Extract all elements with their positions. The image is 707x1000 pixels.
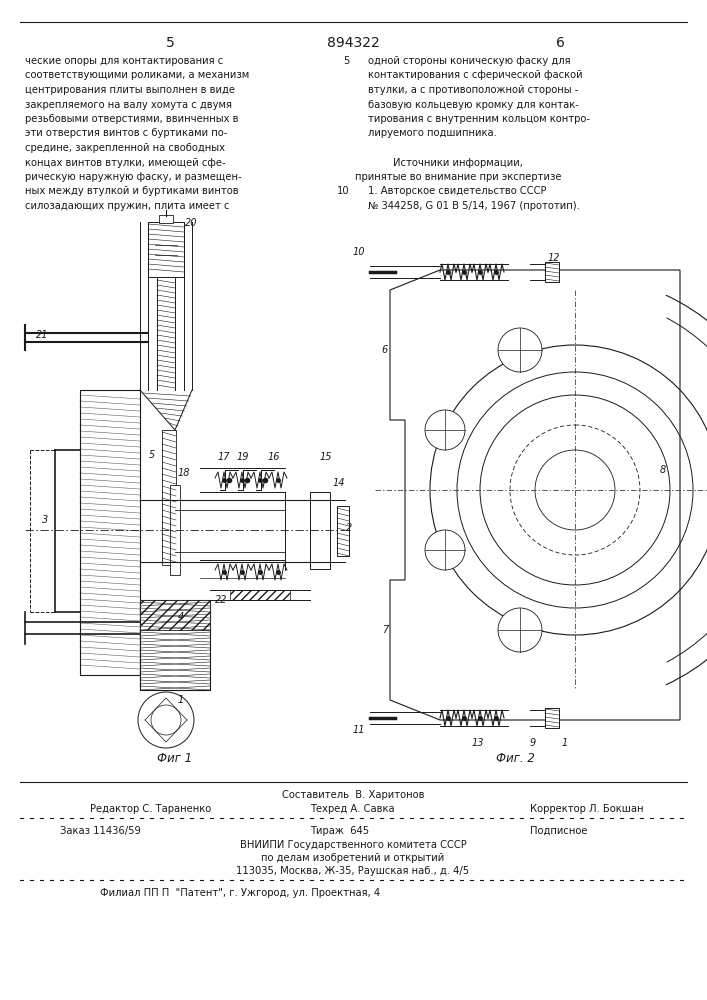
Text: 6: 6	[382, 345, 388, 355]
Text: рическую наружную фаску, и размещен-: рическую наружную фаску, и размещен-	[25, 172, 242, 182]
Text: ческие опоры для контактирования с: ческие опоры для контактирования с	[25, 56, 223, 66]
Text: ВНИИПИ Государственного комитета СССР: ВНИИПИ Государственного комитета СССР	[240, 840, 467, 850]
Text: резьбовыми отверстиями, ввинченных в: резьбовыми отверстиями, ввинченных в	[25, 114, 238, 124]
Text: 1: 1	[562, 738, 568, 748]
Text: Источники информации,: Источники информации,	[393, 157, 523, 167]
Text: 6: 6	[556, 36, 564, 50]
Circle shape	[498, 328, 542, 372]
Text: 15: 15	[320, 452, 332, 462]
Polygon shape	[140, 600, 210, 630]
Text: Тираж  645: Тираж 645	[310, 826, 369, 836]
Circle shape	[425, 530, 465, 570]
Text: 13: 13	[472, 738, 484, 748]
Text: 12: 12	[548, 253, 561, 263]
Bar	[80, 390, 140, 675]
Text: 10: 10	[337, 186, 350, 196]
Bar	[140, 600, 210, 690]
Text: 5: 5	[148, 450, 155, 460]
Text: 20: 20	[185, 218, 197, 228]
Text: 1: 1	[178, 695, 185, 705]
Text: 11: 11	[353, 725, 365, 735]
Text: принятые во внимание при экспертизе: принятые во внимание при экспертизе	[355, 172, 561, 182]
Text: Подписное: Подписное	[530, 826, 588, 836]
Text: 5: 5	[344, 56, 350, 66]
Text: базовую кольцевую кромку для контак-: базовую кольцевую кромку для контак-	[368, 100, 579, 109]
Text: втулки, а с противоположной стороны -: втулки, а с противоположной стороны -	[368, 85, 578, 95]
Text: 22: 22	[215, 595, 228, 605]
Text: Фиг. 2: Фиг. 2	[496, 752, 534, 765]
Text: 5: 5	[165, 36, 175, 50]
Text: Заказ 11436/59: Заказ 11436/59	[60, 826, 141, 836]
Text: 9: 9	[530, 738, 536, 748]
Text: 17: 17	[218, 452, 230, 462]
Text: по делам изобретений и открытий: по делам изобретений и открытий	[262, 853, 445, 863]
Text: Составитель  В. Харитонов: Составитель В. Харитонов	[282, 790, 424, 800]
Bar	[148, 222, 184, 277]
Text: ных между втулкой и буртиками винтов: ных между втулкой и буртиками винтов	[25, 186, 239, 196]
Bar	[337, 506, 349, 556]
Text: 1. Авторское свидетельство СССР: 1. Авторское свидетельство СССР	[368, 186, 547, 196]
Text: 16: 16	[268, 452, 281, 462]
Bar	[159, 215, 173, 223]
Bar	[230, 590, 290, 600]
Text: Корректор Л. Бокшан: Корректор Л. Бокшан	[530, 804, 643, 814]
Bar	[310, 492, 330, 569]
Text: 18: 18	[178, 468, 190, 478]
Bar	[170, 485, 180, 575]
Text: Техред А. Савка: Техред А. Савка	[310, 804, 395, 814]
Text: 8: 8	[660, 465, 666, 475]
Circle shape	[498, 608, 542, 652]
Text: лируемого подшипника.: лируемого подшипника.	[368, 128, 497, 138]
Circle shape	[151, 705, 181, 735]
Text: 7: 7	[382, 625, 388, 635]
Text: тирования с внутренним кольцом контро-: тирования с внутренним кольцом контро-	[368, 114, 590, 124]
Circle shape	[425, 410, 465, 450]
Text: центрирования плиты выполнен в виде: центрирования плиты выполнен в виде	[25, 85, 235, 95]
Text: силозадающих пружин, плита имеет с: силозадающих пружин, плита имеет с	[25, 201, 230, 211]
Text: Фиг 1: Фиг 1	[158, 752, 192, 765]
Text: Редактор С. Тараненко: Редактор С. Тараненко	[90, 804, 211, 814]
Text: эти отверстия винтов с буртиками по-: эти отверстия винтов с буртиками по-	[25, 128, 228, 138]
Text: средине, закрепленной на свободных: средине, закрепленной на свободных	[25, 143, 225, 153]
Bar	[162, 430, 176, 565]
Text: 19: 19	[237, 452, 250, 462]
Text: 2: 2	[346, 523, 352, 533]
Text: концах винтов втулки, имеющей сфе-: концах винтов втулки, имеющей сфе-	[25, 157, 226, 167]
Bar	[545, 262, 559, 282]
Text: контактирования с сферической фаской: контактирования с сферической фаской	[368, 70, 583, 81]
Text: соответствующими роликами, а механизм: соответствующими роликами, а механизм	[25, 70, 250, 81]
Text: одной стороны коническую фаску для: одной стороны коническую фаску для	[368, 56, 571, 66]
Text: 3: 3	[42, 515, 48, 525]
Text: 113035, Москва, Ж-35, Раушская наб., д. 4/5: 113035, Москва, Ж-35, Раушская наб., д. …	[236, 866, 469, 876]
Text: Филиал ПП П  "Патент", г. Ужгород, ул. Проектная, 4: Филиал ПП П "Патент", г. Ужгород, ул. Пр…	[100, 888, 380, 898]
Text: 21: 21	[35, 330, 48, 340]
Polygon shape	[390, 270, 680, 720]
Text: 10: 10	[353, 247, 365, 257]
Text: № 344258, G 01 B 5/14, 1967 (прототип).: № 344258, G 01 B 5/14, 1967 (прототип).	[368, 201, 580, 211]
Text: закрепляемого на валу хомута с двумя: закрепляемого на валу хомута с двумя	[25, 100, 232, 109]
Text: 4: 4	[178, 612, 185, 622]
Circle shape	[138, 692, 194, 748]
Bar	[545, 708, 559, 728]
Text: 894322: 894322	[327, 36, 380, 50]
Text: 14: 14	[333, 478, 346, 488]
